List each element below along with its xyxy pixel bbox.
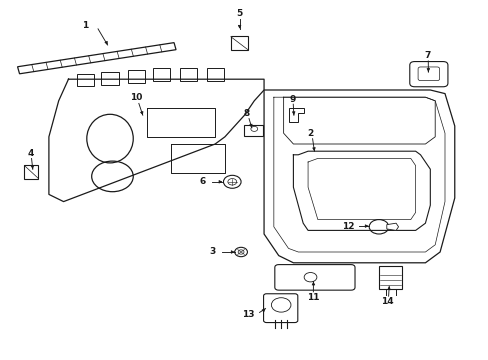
Text: 5: 5	[236, 9, 242, 18]
Text: 12: 12	[342, 222, 354, 231]
Text: 9: 9	[288, 94, 295, 104]
Text: 10: 10	[129, 94, 142, 102]
Text: 11: 11	[306, 292, 319, 302]
Text: 6: 6	[200, 177, 205, 186]
Text: 3: 3	[209, 248, 215, 256]
Circle shape	[238, 250, 244, 254]
Polygon shape	[264, 90, 454, 263]
Polygon shape	[18, 42, 176, 74]
Polygon shape	[288, 108, 304, 122]
Text: 2: 2	[307, 129, 313, 138]
Text: 8: 8	[244, 109, 249, 118]
Text: 7: 7	[424, 51, 430, 60]
Text: 14: 14	[381, 297, 393, 306]
Text: 4: 4	[27, 149, 34, 158]
Text: 1: 1	[82, 21, 88, 30]
Text: 13: 13	[241, 310, 254, 319]
Polygon shape	[386, 223, 398, 230]
